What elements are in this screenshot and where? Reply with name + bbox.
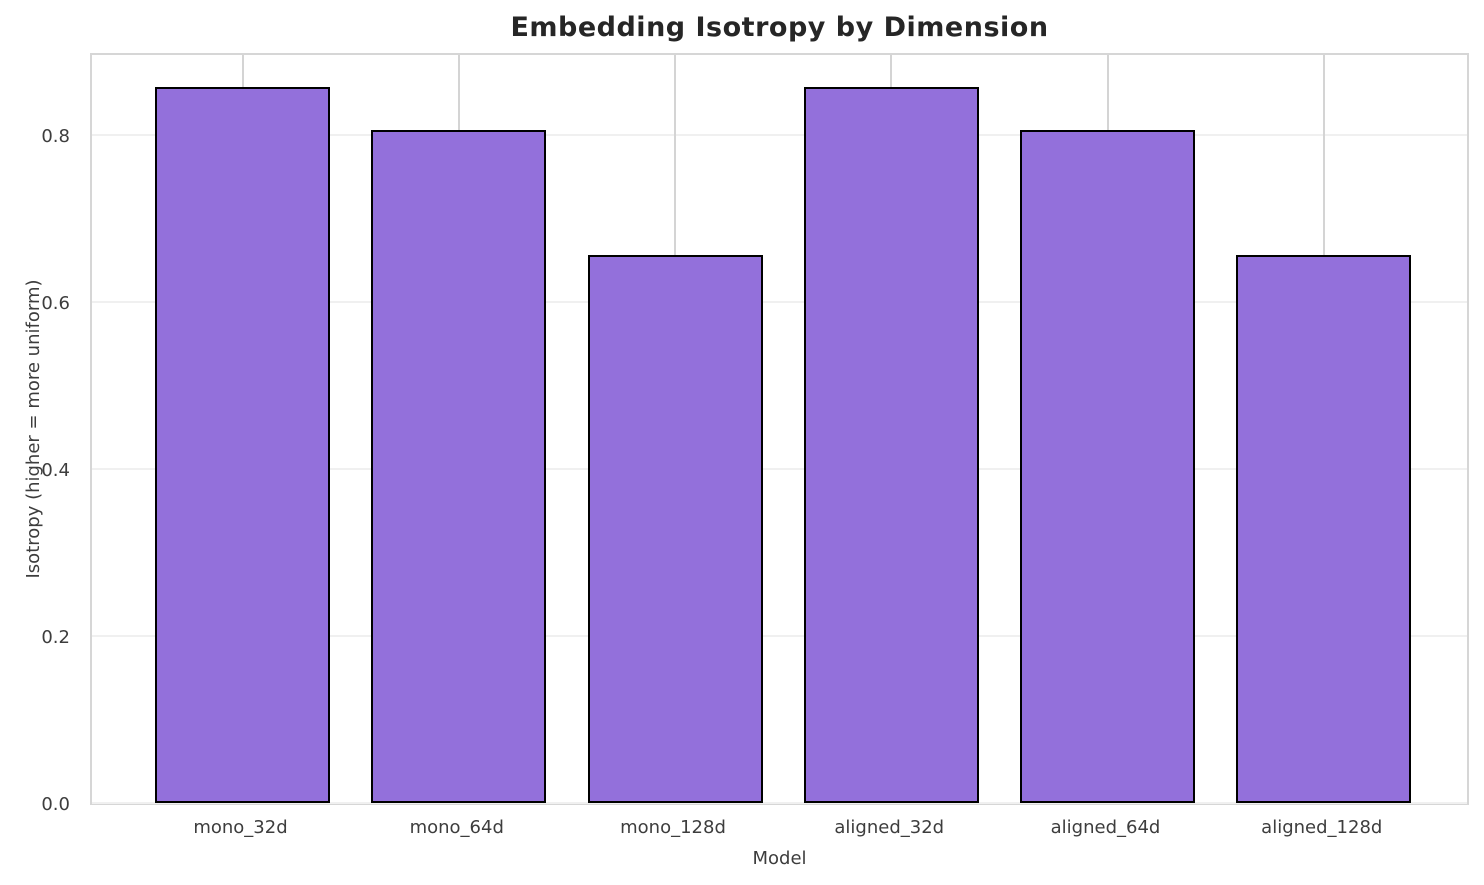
x-tick-label: aligned_128d bbox=[1261, 817, 1383, 838]
gridline-horizontal bbox=[92, 467, 1467, 470]
x-tick-label: aligned_64d bbox=[1050, 817, 1161, 838]
x-tick-label: aligned_32d bbox=[834, 817, 945, 838]
x-axis-label: Model bbox=[752, 848, 807, 869]
y-axis-label-text: Isotropy (higher = more uniform) bbox=[23, 279, 44, 579]
y-tick-label: 0.2 bbox=[41, 626, 70, 648]
y-tick-label: 0.6 bbox=[41, 292, 70, 314]
bar-aligned_64d bbox=[1020, 129, 1195, 803]
chart-title: Embedding Isotropy by Dimension bbox=[510, 12, 1049, 43]
bar-aligned_32d bbox=[803, 86, 979, 803]
x-tick-label: mono_32d bbox=[193, 817, 288, 838]
gridline-horizontal bbox=[92, 133, 1467, 136]
gridline-horizontal bbox=[92, 634, 1467, 637]
y-tick-label: 0.0 bbox=[41, 794, 70, 815]
gridline-horizontal bbox=[92, 300, 1467, 303]
bar-aligned_128d bbox=[1236, 254, 1412, 803]
x-tick-label: mono_128d bbox=[620, 817, 726, 838]
bar-mono_32d bbox=[155, 86, 330, 803]
gridline-horizontal bbox=[92, 802, 1467, 804]
plot-area bbox=[90, 53, 1469, 805]
y-tick-label: 0.8 bbox=[41, 125, 70, 147]
x-tick-label: mono_64d bbox=[409, 817, 504, 838]
y-tick-label: 0.4 bbox=[41, 459, 70, 481]
bar-mono_128d bbox=[587, 254, 763, 803]
bar-mono_64d bbox=[371, 129, 547, 803]
